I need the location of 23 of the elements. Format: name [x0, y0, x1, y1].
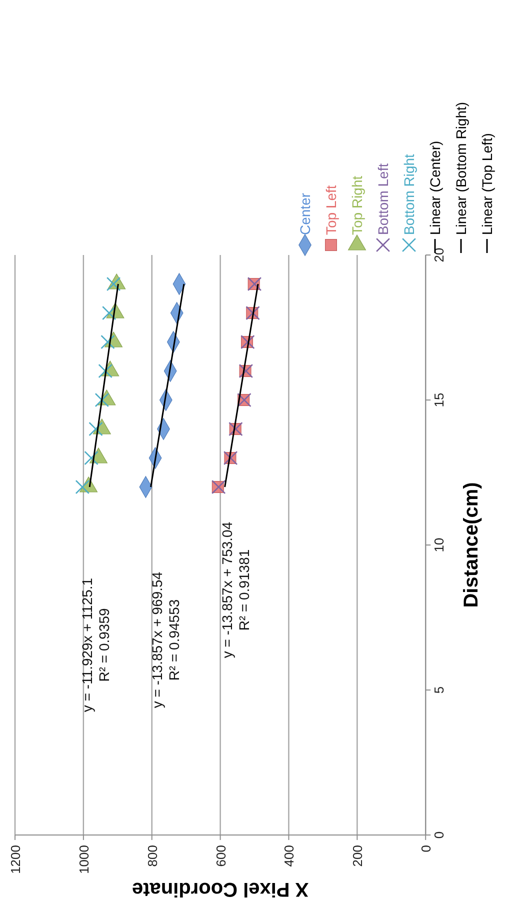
annotation: y = -13.857x + 969.54 R² = 0.94553	[149, 572, 182, 708]
text: Bottom Left	[375, 163, 391, 235]
text: Top Right	[349, 176, 365, 235]
text: Linear (Top Left)	[479, 133, 495, 235]
x-tick-label: 600	[213, 845, 228, 867]
y-tick-label: 15	[432, 392, 447, 408]
text: Top Left	[323, 185, 339, 235]
x-tick-label: 200	[350, 845, 366, 867]
y-axis-title: Distance(cm)	[460, 482, 483, 608]
text: Bottom Right	[401, 154, 417, 235]
text: Center	[297, 192, 313, 235]
x-tick-label: 0	[418, 845, 434, 852]
x-axis-title: X Pixel Coordinate	[132, 878, 309, 900]
text: Linear (Bottom Right)	[453, 102, 469, 235]
y-tick-label: 5	[432, 686, 447, 694]
x-tick-label: 1000	[76, 845, 92, 874]
x-tick-label: 1200	[8, 845, 23, 874]
y-tick-label: 10	[432, 538, 447, 552]
x-tick-label: 800	[144, 845, 160, 867]
x-tick-label: 400	[282, 845, 297, 867]
annotation: y = -11.929x + 1125.1 R² = 0.9359	[79, 578, 112, 712]
y-tick-label: 0	[432, 831, 447, 839]
text: Linear (Center)	[427, 140, 443, 235]
